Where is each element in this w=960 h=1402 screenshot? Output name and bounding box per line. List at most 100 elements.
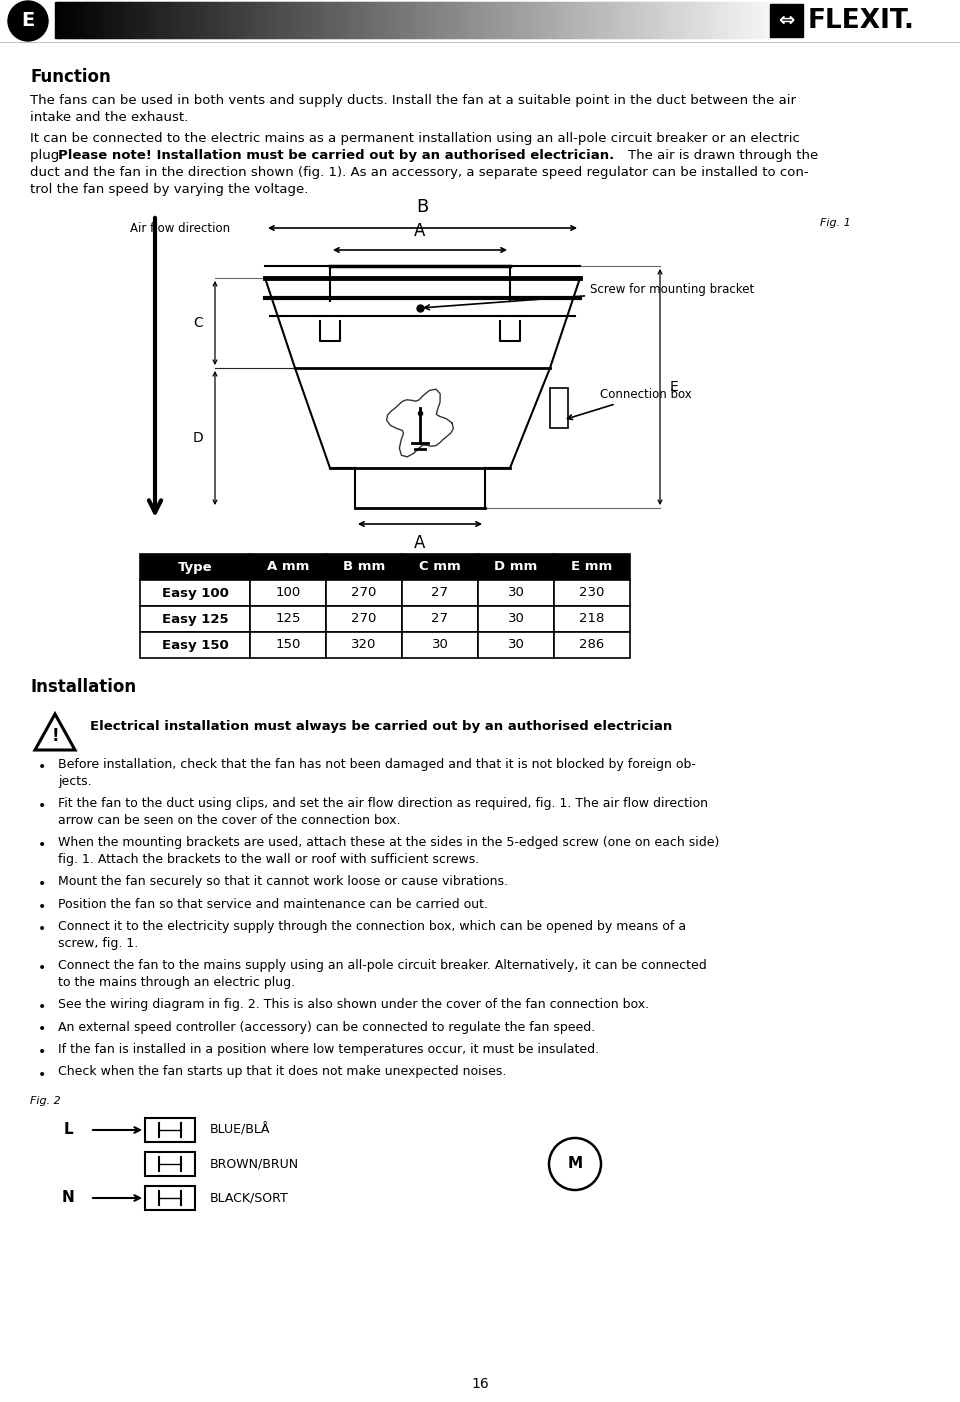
Bar <box>237 1 241 38</box>
Bar <box>572 1 576 38</box>
Bar <box>388 1 392 38</box>
Bar <box>250 580 326 606</box>
Bar <box>414 1 418 38</box>
Bar <box>516 1 518 38</box>
Bar <box>347 1 349 38</box>
Text: N: N <box>61 1190 74 1206</box>
Bar <box>227 1 230 38</box>
Text: Position the fan so that service and maintenance can be carried out.: Position the fan so that service and mai… <box>58 897 488 910</box>
Text: 100: 100 <box>276 586 300 600</box>
Bar <box>91 1 95 38</box>
Bar <box>689 1 693 38</box>
Bar <box>517 1 521 38</box>
Bar <box>258 1 261 38</box>
Bar <box>182 1 186 38</box>
Bar <box>765 1 768 38</box>
Bar <box>531 1 535 38</box>
Bar <box>169 1 173 38</box>
Bar <box>593 1 597 38</box>
Bar <box>616 1 620 38</box>
Bar <box>89 1 92 38</box>
Bar <box>234 1 238 38</box>
Bar <box>814 1 818 38</box>
Text: 30: 30 <box>508 613 524 625</box>
Bar <box>554 606 630 632</box>
Bar <box>411 1 415 38</box>
Bar <box>783 1 786 38</box>
Bar <box>367 1 371 38</box>
Bar <box>402 580 478 606</box>
Bar <box>398 1 402 38</box>
Bar <box>326 606 402 632</box>
Bar <box>554 554 630 580</box>
Bar <box>804 1 807 38</box>
Bar <box>536 1 540 38</box>
Bar <box>326 632 402 658</box>
Bar <box>651 1 654 38</box>
Text: The air is drawn through the: The air is drawn through the <box>628 149 818 163</box>
Text: Type: Type <box>178 561 212 573</box>
Bar <box>151 1 155 38</box>
Bar <box>146 1 150 38</box>
Bar <box>677 1 680 38</box>
Bar <box>523 1 527 38</box>
Bar <box>570 1 573 38</box>
Bar <box>383 1 386 38</box>
Text: Fig. 1: Fig. 1 <box>820 217 851 229</box>
Text: •: • <box>37 1067 46 1081</box>
Bar <box>65 1 69 38</box>
Bar <box>627 1 631 38</box>
Bar <box>393 1 396 38</box>
Text: trol the fan speed by varying the voltage.: trol the fan speed by varying the voltag… <box>30 184 308 196</box>
Bar <box>250 606 326 632</box>
Text: 286: 286 <box>580 638 605 652</box>
Text: Function: Function <box>30 69 110 86</box>
Bar <box>811 1 815 38</box>
Text: Electrical installation must always be carried out by an authorised electrician: Electrical installation must always be c… <box>90 721 672 733</box>
Bar <box>659 1 661 38</box>
Bar <box>619 1 623 38</box>
Bar <box>250 554 326 580</box>
Text: !: ! <box>51 728 59 744</box>
Bar <box>635 1 638 38</box>
Text: D mm: D mm <box>494 561 538 573</box>
Bar <box>759 1 763 38</box>
Bar <box>208 1 212 38</box>
Bar <box>731 1 734 38</box>
Bar <box>222 1 225 38</box>
Bar <box>245 1 249 38</box>
Bar <box>318 1 322 38</box>
Bar <box>832 1 836 38</box>
Bar <box>84 1 87 38</box>
Bar <box>549 1 553 38</box>
Bar <box>492 1 495 38</box>
Text: intake and the exhaust.: intake and the exhaust. <box>30 111 188 123</box>
Bar <box>321 1 324 38</box>
Bar <box>648 1 652 38</box>
Text: duct and the fan in the direction shown (fig. 1). As an accessory, a separate sp: duct and the fan in the direction shown … <box>30 165 808 179</box>
Bar <box>705 1 708 38</box>
Text: The fans can be used in both vents and supply ducts. Install the fan at a suitab: The fans can be used in both vents and s… <box>30 94 796 107</box>
Text: Check when the fan starts up that it does not make unexpected noises.: Check when the fan starts up that it doe… <box>58 1066 506 1078</box>
Bar <box>391 1 394 38</box>
Bar <box>780 1 784 38</box>
Bar <box>820 1 823 38</box>
Bar <box>149 1 153 38</box>
Bar <box>630 1 634 38</box>
Bar <box>307 1 311 38</box>
Bar <box>612 1 615 38</box>
Text: Connect the fan to the mains supply using an all-pole circuit breaker. Alternati: Connect the fan to the mains supply usin… <box>58 959 707 988</box>
Bar <box>679 1 683 38</box>
Bar <box>829 1 833 38</box>
Bar <box>710 1 714 38</box>
Bar <box>466 1 469 38</box>
Text: Connect it to the electricity supply through the connection box, which can be op: Connect it to the electricity supply thr… <box>58 920 686 951</box>
Bar <box>402 632 478 658</box>
Bar <box>140 606 250 632</box>
Bar <box>624 1 628 38</box>
Bar <box>240 1 243 38</box>
Bar <box>341 1 345 38</box>
Bar <box>606 1 610 38</box>
Text: •: • <box>37 760 46 774</box>
Bar <box>229 1 232 38</box>
